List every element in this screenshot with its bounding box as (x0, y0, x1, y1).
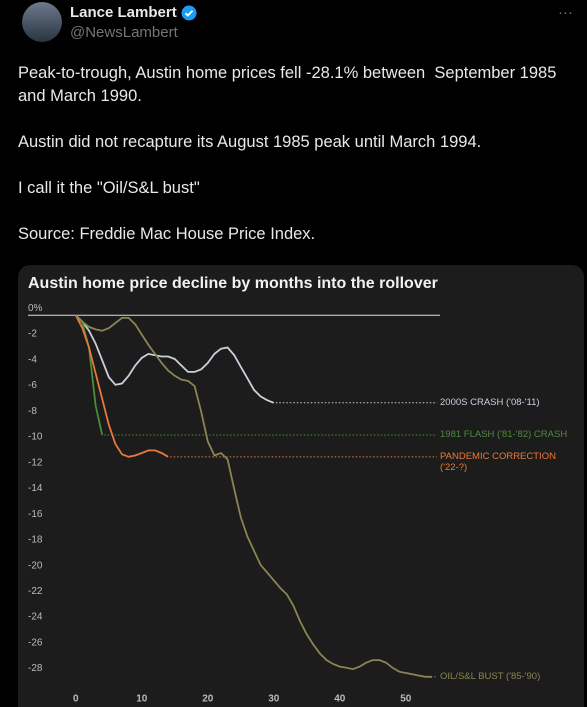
y-tick-label: -20 (28, 560, 43, 571)
series-line (74, 314, 169, 458)
series-line (75, 314, 275, 404)
y-tick-label: -22 (28, 586, 43, 597)
paragraph: Austin did not recapture its August 1985… (18, 133, 482, 151)
author-handle[interactable]: @NewsLambert (70, 24, 178, 41)
y-tick-label: -4 (28, 354, 37, 365)
series-label: OIL/S&L BUST ('85-'90) (440, 670, 541, 682)
series-label-box: PANDEMIC CORRECTION ('22-?) (440, 450, 556, 473)
series-label: 2000S CRASH ('08-'11) (440, 396, 540, 408)
x-tick-label: 10 (136, 694, 148, 705)
y-tick-label: -28 (28, 663, 43, 674)
chart-title: Austin home price decline by months into… (28, 275, 438, 292)
series-label-box: OIL/S&L BUST ('85-'90) (440, 670, 541, 682)
y-tick-label: -14 (28, 483, 43, 494)
paragraph: Source: Freddie Mac House Price Index. (18, 225, 316, 243)
more-button[interactable]: ··· (558, 4, 573, 21)
author-name[interactable]: Lance Lambert (70, 4, 177, 21)
series-label: PANDEMIC CORRECTION ('22-?) (440, 450, 556, 473)
y-tick-label: -18 (28, 535, 43, 546)
paragraph: I call it the "Oil/S&L bust" (18, 179, 200, 197)
verified-badge (181, 5, 197, 21)
x-tick-label: 0 (73, 694, 79, 705)
y-tick-label: -16 (28, 509, 43, 520)
y-tick-label: -2 (28, 329, 37, 340)
y-tick-label: -6 (28, 380, 37, 391)
y-tick-label: -26 (28, 637, 43, 648)
series-line (75, 314, 433, 678)
series-label-box: 1981 FLASH ('81-'82) CRASH (440, 428, 568, 440)
chart-card[interactable] (18, 265, 584, 707)
x-tick-label: 30 (268, 694, 280, 705)
tweet-text: Peak-to-trough, Austin home prices fell … (18, 62, 568, 269)
y-tick-label: -8 (28, 406, 37, 417)
series-label: 1981 FLASH ('81-'82) CRASH (440, 428, 568, 440)
x-tick-label: 40 (334, 694, 346, 705)
paragraph: Peak-to-trough, Austin home prices fell … (18, 64, 561, 105)
x-tick-label: 20 (202, 694, 214, 705)
y-tick-label: 0% (28, 303, 43, 314)
y-tick-label: -24 (28, 612, 43, 623)
y-tick-label: -10 (28, 432, 43, 443)
series-label-box: 2000S CRASH ('08-'11) (440, 396, 540, 408)
y-tick-label: -12 (28, 457, 43, 468)
avatar[interactable] (22, 2, 62, 42)
x-tick-label: 50 (400, 694, 412, 705)
